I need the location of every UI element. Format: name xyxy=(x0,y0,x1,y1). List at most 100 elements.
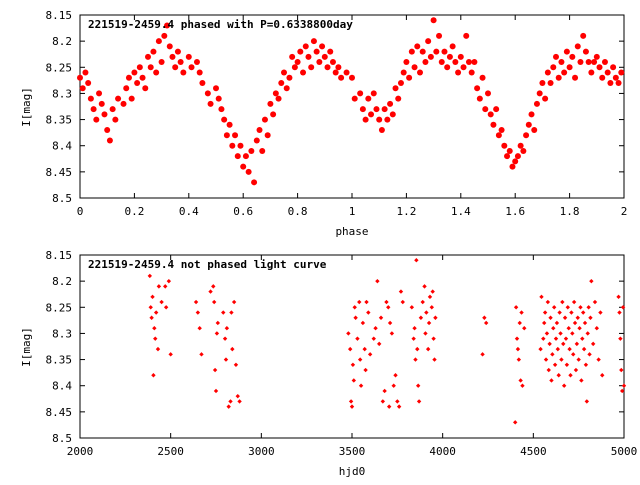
phased-chart-title: 221519-2459.4 phased with P=0.6338800day xyxy=(88,18,353,31)
data-point xyxy=(362,346,367,352)
unphased-y-tick-label: 8.5 xyxy=(52,432,72,445)
data-point xyxy=(120,100,127,107)
data-point xyxy=(482,315,487,320)
data-point xyxy=(373,106,380,113)
data-point xyxy=(142,85,149,92)
data-point xyxy=(310,38,317,45)
data-point xyxy=(559,357,564,362)
data-point xyxy=(576,357,581,362)
data-point xyxy=(411,64,418,71)
data-point xyxy=(349,74,355,81)
data-point xyxy=(229,142,236,149)
data-point xyxy=(232,132,239,139)
unphased-y-tick-label: 8.45 xyxy=(46,406,73,419)
data-point xyxy=(96,90,103,97)
data-point xyxy=(392,85,399,92)
unphased-y-tick-label: 8.25 xyxy=(46,301,73,314)
data-point xyxy=(561,341,566,347)
data-point xyxy=(455,69,462,76)
data-point xyxy=(228,399,233,404)
data-point xyxy=(148,305,153,310)
data-point xyxy=(147,273,153,279)
data-point xyxy=(196,69,203,76)
data-point xyxy=(413,357,418,362)
phased-x-axis-label: phase xyxy=(335,225,368,238)
data-point xyxy=(550,64,557,71)
data-point xyxy=(226,404,231,409)
data-point xyxy=(585,59,592,66)
data-point xyxy=(391,383,396,388)
data-point xyxy=(563,336,569,341)
data-point xyxy=(577,59,584,66)
data-point xyxy=(571,352,576,357)
data-point xyxy=(364,299,369,305)
data-point xyxy=(452,59,459,66)
data-point xyxy=(513,305,519,310)
data-point xyxy=(569,310,574,315)
data-point xyxy=(517,320,522,326)
data-point xyxy=(569,53,576,60)
data-point xyxy=(302,43,309,50)
data-point xyxy=(272,90,279,97)
data-point xyxy=(378,315,384,320)
unphased-light-curve-chart: 2000 2500 3000 3500 4000 4500 5000 8.15 8.2 8.25 8… xyxy=(20,249,637,478)
data-point xyxy=(545,299,551,305)
data-point xyxy=(180,69,187,76)
data-point xyxy=(212,367,218,373)
unphased-data-points xyxy=(147,258,627,425)
data-point xyxy=(229,310,234,315)
data-point xyxy=(153,336,158,341)
data-point xyxy=(418,315,424,320)
data-point xyxy=(617,310,622,315)
data-point xyxy=(77,74,83,81)
data-point xyxy=(433,48,440,55)
data-point xyxy=(424,310,429,315)
data-point xyxy=(549,378,554,383)
data-point xyxy=(371,336,376,341)
data-point xyxy=(112,116,119,123)
data-point xyxy=(566,64,573,71)
data-point xyxy=(386,305,391,310)
data-point xyxy=(87,95,94,102)
data-point xyxy=(430,17,437,24)
unphased-y-tick-label: 8.15 xyxy=(46,249,73,262)
data-point xyxy=(607,79,614,86)
phased-data-points xyxy=(77,17,625,186)
data-point xyxy=(350,362,356,367)
data-point xyxy=(480,352,485,357)
data-point xyxy=(275,95,282,102)
data-point xyxy=(373,326,378,331)
data-point xyxy=(542,95,549,102)
data-point xyxy=(169,53,176,60)
data-point xyxy=(621,383,627,388)
data-point xyxy=(552,362,558,367)
phased-y-axis-label: I[mag] xyxy=(20,87,33,127)
data-point xyxy=(234,153,241,160)
data-point xyxy=(444,64,451,71)
data-point xyxy=(153,310,159,315)
data-point xyxy=(156,284,162,289)
data-point xyxy=(558,331,563,336)
data-point xyxy=(593,53,600,60)
data-point xyxy=(414,258,419,263)
data-point xyxy=(286,74,293,81)
data-point xyxy=(378,127,385,134)
data-point xyxy=(204,90,211,97)
unphased-y-tick-label: 8.3 xyxy=(52,327,72,340)
data-point xyxy=(393,373,398,378)
data-point xyxy=(543,357,549,362)
data-point xyxy=(147,64,154,71)
data-point xyxy=(398,289,404,294)
data-point xyxy=(457,53,464,60)
data-point xyxy=(536,90,543,97)
data-point xyxy=(172,64,179,71)
data-point xyxy=(134,79,141,86)
data-point xyxy=(562,315,568,320)
data-point xyxy=(620,305,626,310)
data-point xyxy=(479,74,486,81)
data-point xyxy=(352,305,357,310)
data-point xyxy=(582,48,589,55)
data-point xyxy=(580,336,585,341)
data-point xyxy=(109,106,116,113)
data-point xyxy=(297,48,304,55)
